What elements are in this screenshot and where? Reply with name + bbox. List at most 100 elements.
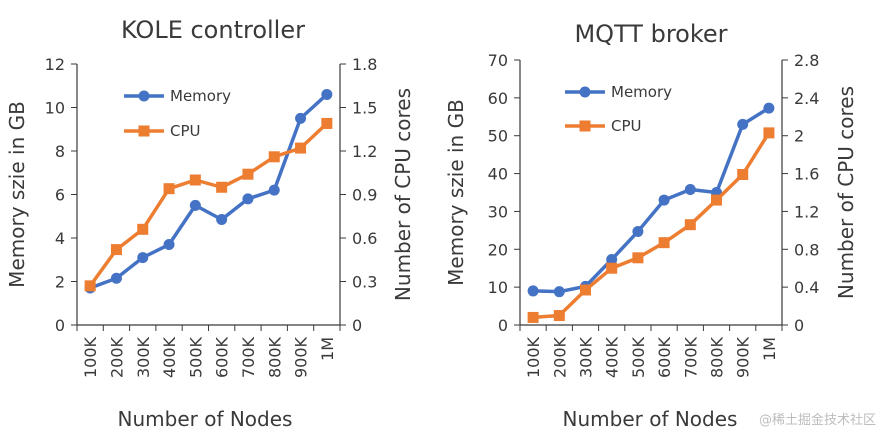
left-y-tick-label: 30	[488, 202, 508, 221]
left-y-tick-label: 20	[488, 240, 508, 259]
legend-marker-cpu	[579, 120, 591, 132]
right-y-tick-label: 2.4	[794, 89, 819, 108]
x-tick-label: 1M	[318, 337, 337, 361]
data-point-memory	[242, 193, 254, 205]
data-point-cpu	[606, 262, 618, 274]
right-y-tick-label: 0	[794, 316, 804, 335]
x-tick-label: 400K	[160, 336, 179, 378]
x-tick-label: 200K	[550, 336, 569, 378]
left-y-axis-label: Memory szie in GB	[5, 101, 29, 288]
data-point-cpu	[163, 183, 175, 195]
data-point-memory	[163, 239, 175, 251]
left-y-tick-label: 6	[55, 186, 65, 205]
x-tick-label: 100K	[524, 336, 543, 378]
left-y-tick-label: 10	[45, 99, 65, 118]
series-line-cpu	[88, 122, 329, 287]
data-point-cpu	[84, 280, 96, 292]
data-point-memory	[553, 286, 565, 298]
data-point-cpu	[321, 117, 333, 129]
data-point-cpu	[684, 219, 696, 231]
left-y-tick-label: 60	[488, 89, 508, 108]
chart-title: MQTT broker	[574, 20, 727, 48]
series-line-memory	[533, 106, 770, 294]
x-tick-label: 900K	[292, 336, 311, 378]
data-point-cpu	[137, 223, 149, 235]
right-y-tick-label: 0.9	[352, 186, 377, 205]
x-tick-label: 700K	[239, 336, 258, 378]
right-y-tick-label: 1.5	[352, 99, 377, 118]
right-y-tick-label: 1.6	[794, 165, 819, 184]
data-point-cpu	[216, 181, 228, 193]
x-tick-label: 300K	[134, 336, 153, 378]
left-y-axis-label: Memory szie in GB	[444, 99, 468, 286]
data-point-cpu	[295, 142, 307, 154]
chart-1: KOLE controller 0 2 4 6 8 10 12 0 0.3 0.6 0.9 1.2 1.5…	[5, 16, 415, 431]
left-y-tick-label: 40	[488, 165, 508, 184]
data-point-cpu	[268, 151, 280, 163]
chart-title: KOLE controller	[121, 16, 305, 44]
chart-2: MQTT broker 0 10 20 30 40 50 60 70 0 0.4 0.8 1.2 1.6 2…	[444, 20, 858, 431]
data-point-memory	[606, 254, 618, 266]
x-tick-label: 600K	[655, 336, 674, 378]
left-y-tick-label: 10	[488, 278, 508, 297]
data-point-memory	[110, 272, 122, 284]
series-line-memory	[89, 93, 329, 290]
left-y-tick-label: 8	[55, 142, 65, 161]
right-y-axis-label: Number of CPU cores	[391, 88, 415, 301]
left-y-tick-label: 70	[488, 51, 508, 70]
right-y-tick-label: 2.8	[794, 51, 819, 70]
data-point-cpu	[658, 237, 670, 249]
x-tick-label: 500K	[629, 336, 648, 378]
x-tick-label: 300K	[577, 336, 596, 378]
left-y-tick-label: 0	[55, 316, 65, 335]
data-point-cpu	[632, 252, 644, 264]
left-y-tick-label: 0	[498, 316, 508, 335]
data-point-cpu	[711, 194, 722, 206]
data-point-memory	[216, 214, 228, 226]
x-tick-label: 200K	[107, 336, 126, 378]
right-y-tick-label: 0.8	[794, 240, 819, 259]
data-point-cpu	[189, 174, 201, 186]
right-y-tick-label: 1.2	[352, 142, 377, 161]
data-point-memory	[268, 184, 280, 196]
data-point-memory	[684, 183, 696, 195]
x-tick-label: 600K	[213, 336, 232, 378]
series-line-cpu	[532, 131, 771, 320]
x-tick-label: 800K	[708, 336, 727, 378]
left-y-tick-label: 4	[55, 229, 65, 248]
data-point-memory	[189, 199, 201, 211]
legend-marker-memory	[579, 86, 591, 98]
x-tick-label: 400K	[603, 336, 622, 378]
x-tick-label: 1M	[760, 337, 779, 361]
x-tick-label: 900K	[734, 336, 753, 378]
data-point-cpu	[242, 168, 254, 180]
right-y-tick-label: 0.4	[794, 278, 819, 297]
data-point-memory	[658, 194, 670, 206]
left-y-tick-label: 12	[45, 55, 65, 74]
watermark-text: @稀土掘金技术社区	[758, 413, 876, 428]
data-point-memory	[632, 225, 644, 237]
right-y-tick-label: 0	[352, 316, 362, 335]
data-point-memory	[321, 88, 333, 100]
right-y-tick-label: 1.2	[794, 202, 819, 221]
data-point-memory	[137, 252, 149, 264]
x-axis-label: Number of Nodes	[118, 407, 293, 431]
left-y-tick-label: 50	[488, 127, 508, 146]
right-y-tick-label: 0.3	[352, 273, 377, 292]
legend-label-memory: Memory	[611, 83, 672, 101]
right-y-axis-label: Number of CPU cores	[834, 86, 858, 299]
legend-marker-memory	[138, 90, 150, 102]
data-point-cpu	[527, 311, 539, 323]
x-axis-label: Number of Nodes	[563, 407, 738, 431]
data-point-memory	[527, 285, 539, 297]
x-tick-label: 100K	[81, 336, 100, 378]
right-y-tick-label: 0.6	[352, 229, 377, 248]
x-tick-label: 800K	[265, 336, 284, 378]
x-tick-label: 500K	[186, 336, 205, 378]
data-point-cpu	[110, 244, 122, 256]
data-point-memory	[737, 118, 749, 130]
right-y-tick-label: 1.8	[352, 55, 377, 74]
legend-label-memory: Memory	[170, 87, 231, 105]
data-point-memory	[295, 112, 307, 124]
